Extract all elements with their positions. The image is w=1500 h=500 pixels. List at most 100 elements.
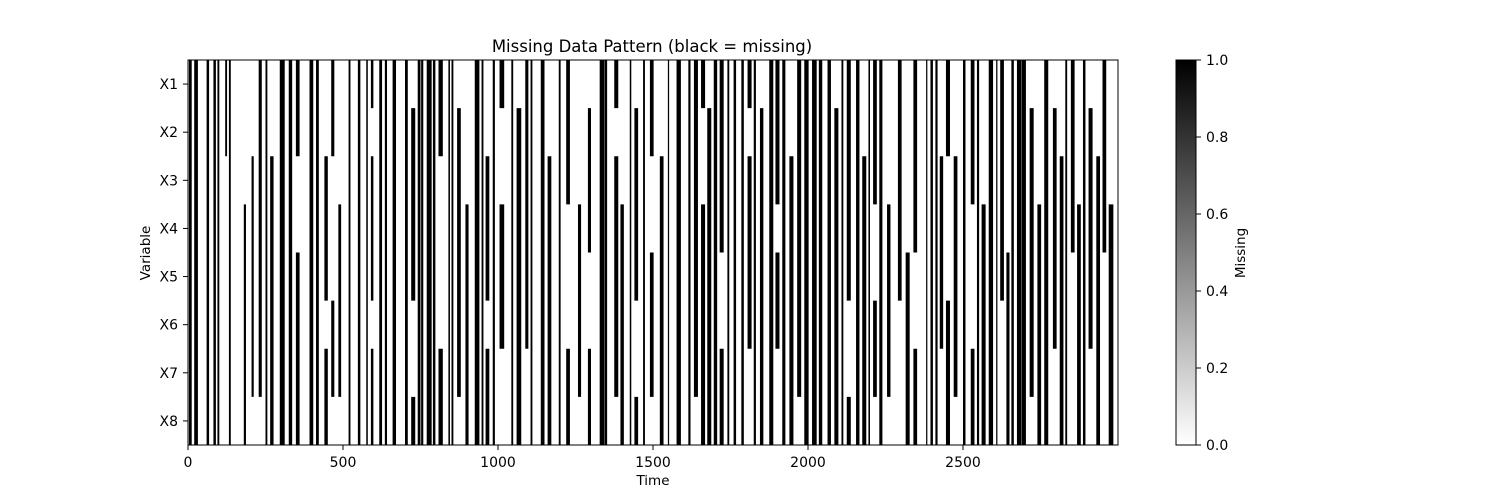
missing-interval — [558, 60, 561, 445]
missing-interval — [188, 60, 192, 445]
missing-stripe — [747, 156, 752, 349]
missing-stripe — [411, 396, 416, 446]
missing-stripe — [1108, 204, 1114, 446]
y-tick-label: X2 — [160, 125, 179, 141]
y-tick-label: X7 — [160, 366, 179, 382]
missing-stripe — [1037, 204, 1042, 446]
missing-interval — [856, 60, 860, 445]
missing-stripe — [295, 252, 300, 445]
missing-stripe — [913, 348, 918, 445]
missing-stripe — [775, 252, 780, 349]
missing-stripe — [747, 60, 752, 109]
missing-interval — [599, 60, 605, 445]
missing-stripe — [1070, 60, 1075, 253]
missing-stripe — [913, 60, 918, 253]
missing-stripe — [707, 108, 712, 446]
missing-interval — [676, 60, 681, 445]
missing-stripe — [1088, 108, 1093, 349]
missing-interval — [366, 60, 368, 445]
missing-stripe — [897, 60, 902, 301]
missing-interval — [926, 60, 928, 445]
y-tick-label: X5 — [160, 270, 179, 286]
missing-stripe — [1044, 60, 1049, 445]
y-tick-label: X3 — [160, 173, 179, 189]
missing-interval — [1082, 60, 1086, 445]
missing-stripe — [846, 396, 851, 446]
missing-interval — [713, 60, 718, 445]
missing-stripe — [465, 204, 469, 446]
missing-interval — [604, 60, 608, 445]
missing-stripe — [939, 156, 944, 349]
missing-interval — [804, 60, 809, 445]
missing-interval — [213, 60, 216, 445]
missing-stripe — [1000, 60, 1004, 301]
missing-stripe — [759, 108, 764, 446]
missing-stripe — [620, 204, 624, 446]
missing-interval — [1011, 60, 1014, 445]
missing-stripe — [324, 156, 328, 301]
missing-interval — [288, 60, 293, 445]
colorbar-tick-label: 0.4 — [1206, 284, 1228, 300]
colorbar — [1175, 59, 1197, 446]
missing-interval — [629, 60, 632, 445]
missing-interval — [733, 60, 737, 445]
missing-interval — [451, 60, 454, 445]
missing-interval — [841, 60, 844, 445]
missing-stripe — [331, 300, 335, 397]
missing-stripe — [701, 60, 706, 109]
missing-interval — [1016, 60, 1022, 445]
missing-interval — [309, 60, 314, 445]
missing-stripe — [438, 60, 443, 157]
missing-interval — [753, 60, 756, 445]
missing-interval — [511, 60, 514, 445]
missing-interval — [782, 60, 786, 445]
missing-stripe — [945, 300, 950, 446]
missing-interval — [392, 60, 397, 445]
missing-stripe — [587, 348, 591, 445]
missing-interval — [448, 60, 450, 445]
y-axis-label: Variable — [138, 226, 154, 281]
missing-interval — [421, 60, 424, 445]
missing-interval — [818, 60, 823, 445]
y-tick-label: X1 — [160, 77, 179, 93]
missing-stripe — [243, 204, 246, 446]
missing-stripe — [225, 60, 228, 157]
missing-stripe — [338, 204, 342, 397]
missing-stripe — [587, 108, 591, 253]
missing-stripe — [1077, 204, 1081, 446]
missing-stripe — [862, 156, 867, 445]
missing-stripe — [873, 60, 877, 205]
missing-interval — [206, 60, 210, 445]
missing-interval — [432, 60, 436, 445]
chart-title: Missing Data Pattern (black = missing) — [492, 37, 812, 56]
missing-interval — [540, 60, 545, 445]
missing-stripe — [457, 108, 461, 397]
missing-stripe — [846, 60, 851, 301]
missing-stripe — [566, 60, 570, 205]
missing-interval — [976, 60, 980, 445]
missing-stripe — [547, 156, 552, 445]
missing-stripe — [659, 156, 664, 445]
missing-interval — [426, 60, 432, 445]
missing-stripe — [370, 60, 374, 109]
missing-interval — [217, 60, 220, 445]
y-tick-label: X6 — [160, 318, 179, 334]
missing-stripe — [411, 108, 416, 301]
missing-stripe — [719, 348, 724, 445]
missing-stripe — [525, 60, 529, 349]
missing-interval — [935, 60, 938, 445]
missing-interval — [688, 60, 691, 445]
missing-stripe — [1006, 252, 1010, 445]
colorbar-tick-label: 0.0 — [1206, 438, 1228, 454]
x-tick-label: 2500 — [945, 455, 981, 471]
missing-interval — [1065, 60, 1068, 445]
missing-interval — [769, 60, 774, 445]
missing-stripe — [834, 108, 839, 446]
x-axis-label: Time — [635, 473, 669, 489]
missing-interval — [279, 60, 285, 445]
missing-stripe — [701, 204, 706, 446]
missing-stripe — [775, 60, 780, 205]
missing-stripe — [1029, 108, 1034, 397]
missing-stripe — [905, 252, 910, 445]
